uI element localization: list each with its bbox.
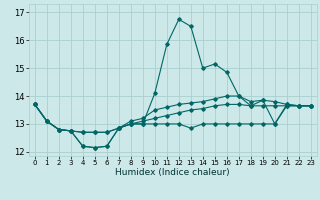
X-axis label: Humidex (Indice chaleur): Humidex (Indice chaleur) bbox=[116, 168, 230, 177]
